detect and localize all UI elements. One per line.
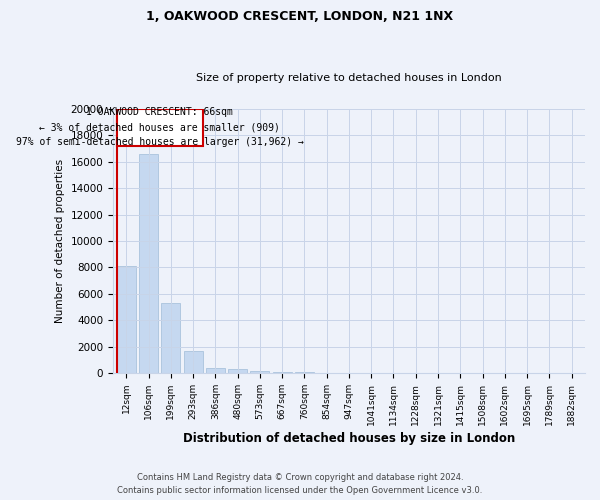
Bar	[317, 372, 336, 373]
Y-axis label: Number of detached properties: Number of detached properties	[55, 159, 65, 323]
Bar	[272, 372, 292, 373]
Text: 1 OAKWOOD CRESCENT: 66sqm
← 3% of detached houses are smaller (909)
97% of semi-: 1 OAKWOOD CRESCENT: 66sqm ← 3% of detach…	[16, 108, 304, 147]
Bar	[117, 266, 136, 373]
Title: Size of property relative to detached houses in London: Size of property relative to detached ho…	[196, 73, 502, 83]
Text: Contains HM Land Registry data © Crown copyright and database right 2024.
Contai: Contains HM Land Registry data © Crown c…	[118, 474, 482, 495]
Bar	[184, 350, 203, 373]
Text: 1, OAKWOOD CRESCENT, LONDON, N21 1NX: 1, OAKWOOD CRESCENT, LONDON, N21 1NX	[146, 10, 454, 23]
Bar	[228, 370, 247, 373]
FancyBboxPatch shape	[117, 109, 203, 146]
Bar	[295, 372, 314, 373]
X-axis label: Distribution of detached houses by size in London: Distribution of detached houses by size …	[183, 432, 515, 445]
Bar	[250, 371, 269, 373]
Bar	[139, 154, 158, 373]
Bar	[206, 368, 225, 373]
Bar	[161, 303, 180, 373]
